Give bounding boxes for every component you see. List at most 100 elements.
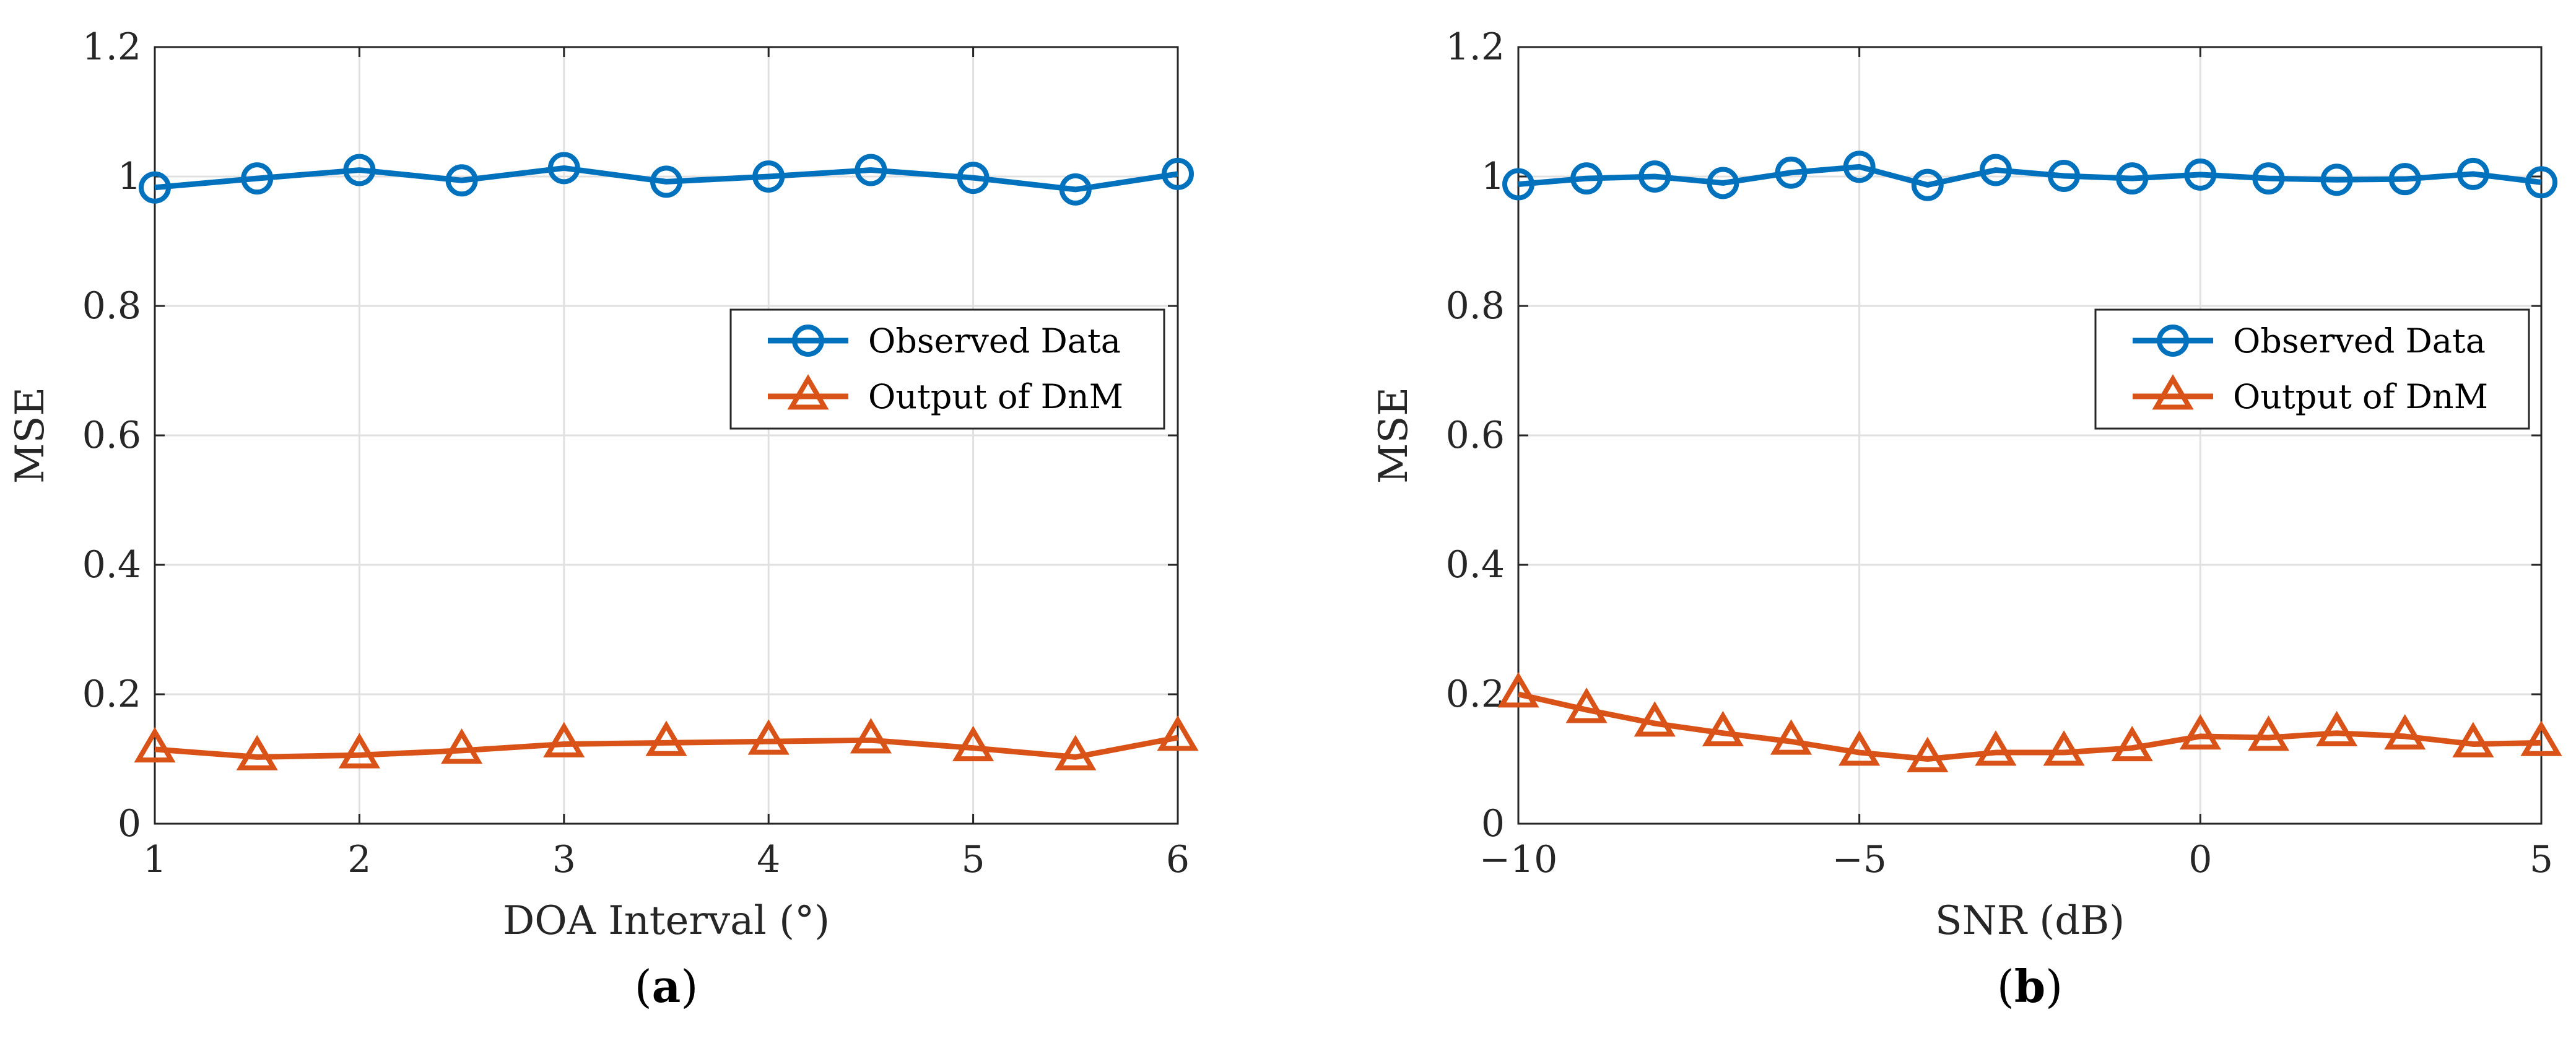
data-point-observed bbox=[1843, 150, 1876, 183]
data-point-dnm bbox=[1770, 719, 1812, 755]
y-axis-label: MSE bbox=[7, 387, 53, 484]
series-line-0 bbox=[1518, 164, 2542, 188]
data-point-observed bbox=[2320, 164, 2353, 196]
data-point-observed bbox=[650, 165, 682, 198]
data-point-observed bbox=[2116, 162, 2149, 195]
data-point-observed bbox=[1911, 168, 1944, 201]
y-tick-label: 1.2 bbox=[1446, 25, 1505, 69]
data-point-dnm bbox=[1157, 715, 1199, 751]
x-tick-label: 5 bbox=[2530, 838, 2553, 881]
data-point-dnm bbox=[2452, 722, 2494, 757]
legend-label-0: Observed Data bbox=[2233, 321, 2486, 360]
data-point-observed bbox=[547, 152, 580, 185]
x-tick-label: 3 bbox=[552, 838, 576, 881]
y-tick-label: 0.8 bbox=[82, 284, 141, 328]
legend-marker-circle bbox=[792, 325, 824, 357]
data-point-observed bbox=[1162, 157, 1194, 190]
data-point-observed bbox=[957, 162, 990, 194]
data-point-dnm bbox=[2043, 730, 2085, 766]
x-tick-label: 6 bbox=[1166, 838, 1190, 881]
y-tick-label: 0.8 bbox=[1446, 284, 1505, 328]
data-point-observed bbox=[241, 162, 274, 195]
data-point-dnm bbox=[441, 728, 483, 764]
legend-label-1: Output of DnM bbox=[868, 377, 1123, 416]
x-axis-label: DOA Interval (°) bbox=[503, 898, 830, 944]
legend: Observed Data Output of DnM bbox=[729, 308, 1165, 430]
data-point-dnm bbox=[1702, 710, 1744, 747]
data-point-dnm bbox=[1907, 736, 1949, 772]
panel-label: (a) bbox=[635, 960, 698, 1013]
x-tick-label: 1 bbox=[143, 838, 167, 881]
x-tick-label: 0 bbox=[2188, 838, 2212, 881]
data-point-dnm bbox=[952, 725, 994, 762]
panel-label-letter: b bbox=[2014, 960, 2045, 1013]
legend-label-1: Output of DnM bbox=[2233, 377, 2488, 416]
data-point-observed bbox=[1059, 173, 1092, 206]
panel-label-close: ) bbox=[2045, 961, 2063, 1013]
y-tick-label: 0 bbox=[118, 802, 141, 845]
series-line-1 bbox=[154, 735, 1178, 760]
legend-marker-circle bbox=[2157, 325, 2189, 357]
data-point-dnm bbox=[1055, 735, 1097, 770]
chart-panel-a: 1 2 3 4 5 6 0 0.2 0.4 0.6 0.8 1 1.2 DOA Interval (°) M… bbox=[7, 25, 1199, 1013]
legend: Observed Data Output of DnM bbox=[2094, 308, 2530, 430]
x-tick-label: 4 bbox=[757, 838, 780, 881]
data-point-observed bbox=[1707, 167, 1739, 199]
y-tick-label: 0.4 bbox=[82, 543, 141, 587]
data-point-observed bbox=[445, 164, 478, 197]
panel-label: (b) bbox=[1997, 960, 2063, 1013]
x-tick-label: −10 bbox=[1479, 838, 1558, 881]
x-tick-label: 2 bbox=[347, 838, 371, 881]
panel-label-open: ( bbox=[635, 961, 652, 1013]
data-point-dnm bbox=[747, 719, 790, 755]
y-tick-label: 1 bbox=[1481, 155, 1505, 198]
data-point-dnm bbox=[1634, 701, 1676, 737]
y-tick-label: 0.2 bbox=[82, 673, 141, 716]
data-point-observed bbox=[2252, 162, 2285, 195]
data-point-dnm bbox=[2111, 725, 2153, 762]
data-point-observed bbox=[2184, 158, 2217, 191]
series-line-0 bbox=[154, 165, 1178, 193]
y-axis-label: MSE bbox=[1371, 387, 1417, 484]
data-point-observed bbox=[139, 171, 171, 204]
data-point-observed bbox=[1502, 168, 1534, 201]
chart-panel-b: −10 −5 0 5 0 0.2 0.4 0.6 0.8 1 1.2 SNR (dB) MSE Obser… bbox=[1371, 25, 2562, 1013]
x-tick-label: −5 bbox=[1832, 838, 1886, 881]
data-point-dnm bbox=[2316, 710, 2358, 747]
data-point-dnm bbox=[1838, 730, 1881, 766]
series-line-1 bbox=[1518, 691, 2542, 762]
data-point-observed bbox=[1979, 154, 2012, 186]
y-tick-label: 0.6 bbox=[82, 414, 141, 457]
panel-label-close: ) bbox=[681, 961, 698, 1013]
data-point-observed bbox=[855, 154, 887, 186]
y-tick-label: 0 bbox=[1481, 802, 1505, 845]
y-tick-label: 1.2 bbox=[82, 25, 141, 69]
data-point-observed bbox=[2388, 163, 2421, 196]
data-point-observed bbox=[1775, 156, 1808, 189]
panel-label-letter: a bbox=[652, 960, 681, 1013]
data-point-dnm bbox=[1497, 672, 1539, 708]
data-point-dnm bbox=[850, 718, 892, 754]
data-point-observed bbox=[2048, 159, 2081, 192]
data-point-dnm bbox=[134, 726, 176, 763]
y-tick-label: 1 bbox=[118, 155, 141, 198]
panel-label-open: ( bbox=[1997, 961, 2014, 1013]
data-point-observed bbox=[2456, 157, 2489, 190]
legend-marker-triangle bbox=[787, 374, 829, 410]
data-point-observed bbox=[1570, 162, 1603, 195]
x-axis-label: SNR (dB) bbox=[1935, 898, 2125, 944]
data-point-dnm bbox=[2179, 714, 2221, 750]
x-tick-label: 5 bbox=[962, 838, 985, 881]
data-point-observed bbox=[1638, 160, 1671, 193]
legend-label-0: Observed Data bbox=[868, 321, 1121, 360]
data-point-observed bbox=[752, 160, 785, 193]
data-point-dnm bbox=[2384, 714, 2426, 750]
data-point-dnm bbox=[236, 735, 278, 770]
y-tick-label: 0.4 bbox=[1446, 543, 1505, 587]
legend-marker-triangle bbox=[2152, 374, 2194, 410]
data-point-dnm bbox=[1565, 687, 1608, 723]
y-tick-label: 0.2 bbox=[1446, 673, 1505, 716]
data-point-dnm bbox=[1975, 730, 2017, 766]
data-point-dnm bbox=[645, 720, 687, 756]
